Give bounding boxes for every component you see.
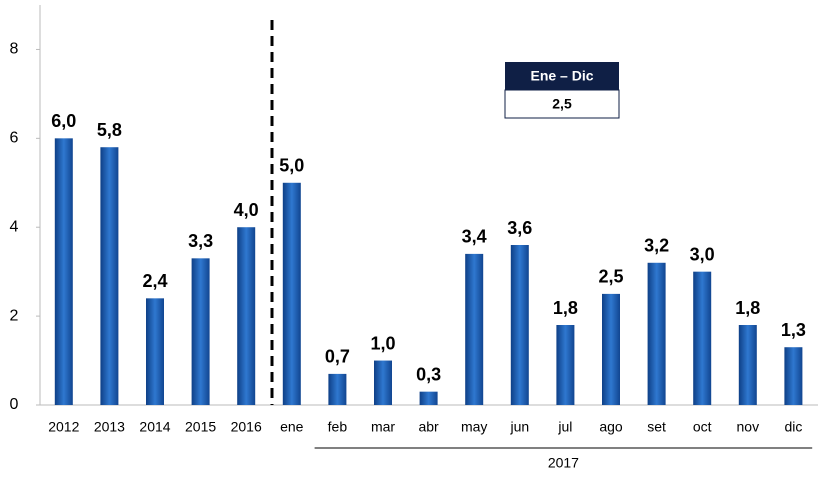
- bar: [693, 271, 712, 405]
- data-label: 0,7: [325, 347, 350, 367]
- bar: [100, 147, 119, 405]
- data-label: 0,3: [416, 364, 441, 384]
- data-label: 3,4: [462, 227, 487, 247]
- data-label: 4,0: [234, 200, 259, 220]
- bar: [647, 262, 666, 405]
- x-tick-label: 2015: [185, 419, 216, 435]
- x-tick-label: ene: [280, 419, 304, 435]
- data-label: 6,0: [51, 111, 76, 131]
- x-tick-label: abr: [418, 419, 439, 435]
- x-tick-label: jun: [509, 419, 529, 435]
- bar: [328, 373, 347, 405]
- x-tick-label: dic: [784, 419, 802, 435]
- box-value: 2,5: [552, 96, 572, 112]
- x-tick-label: nov: [737, 419, 760, 435]
- data-label: 1,8: [553, 298, 578, 318]
- x-tick-label: 2014: [139, 419, 170, 435]
- bar: [191, 258, 210, 405]
- y-tick-label: 8: [10, 41, 19, 58]
- bar: [146, 298, 164, 405]
- x-tick-label: ago: [599, 419, 623, 435]
- bar: [465, 253, 484, 405]
- data-label: 3,6: [507, 218, 532, 238]
- data-label: 2,5: [598, 267, 623, 287]
- x-tick-label: 2013: [94, 419, 125, 435]
- bar: [510, 245, 529, 405]
- data-label: 5,0: [279, 156, 304, 176]
- bar: [419, 391, 438, 405]
- data-label: 3,3: [188, 231, 213, 251]
- bar: [374, 360, 392, 405]
- data-label: 5,8: [97, 120, 122, 140]
- y-tick-label: 6: [10, 130, 19, 147]
- box-body: [504, 89, 620, 119]
- data-label: 3,0: [690, 244, 715, 264]
- bar: [738, 325, 757, 405]
- data-label: 2,4: [142, 271, 167, 291]
- box-header: [505, 62, 619, 90]
- data-label: 1,8: [735, 298, 760, 318]
- bar: [784, 347, 803, 405]
- x-tick-label: mar: [371, 419, 395, 435]
- y-tick-label: 0: [10, 396, 19, 413]
- data-label: 1,3: [781, 320, 806, 340]
- bar: [602, 293, 620, 405]
- y-tick-label: 2: [10, 307, 19, 324]
- bar: [282, 182, 301, 405]
- bar: [237, 227, 256, 405]
- x-tick-label: jul: [557, 419, 572, 435]
- x-tick-label: feb: [328, 419, 348, 435]
- bar: [54, 138, 73, 406]
- data-label: 1,0: [370, 333, 395, 353]
- x-tick-label: may: [461, 419, 487, 435]
- group-label: 2017: [548, 455, 579, 471]
- x-tick-label: 2012: [48, 419, 79, 435]
- x-tick-label: 2016: [231, 419, 262, 435]
- box-title: Ene – Dic: [530, 68, 593, 84]
- data-label: 3,2: [644, 236, 669, 256]
- bar: [556, 325, 575, 405]
- y-tick-label: 4: [10, 218, 19, 235]
- x-tick-label: oct: [693, 419, 712, 435]
- x-tick-label: set: [647, 419, 666, 435]
